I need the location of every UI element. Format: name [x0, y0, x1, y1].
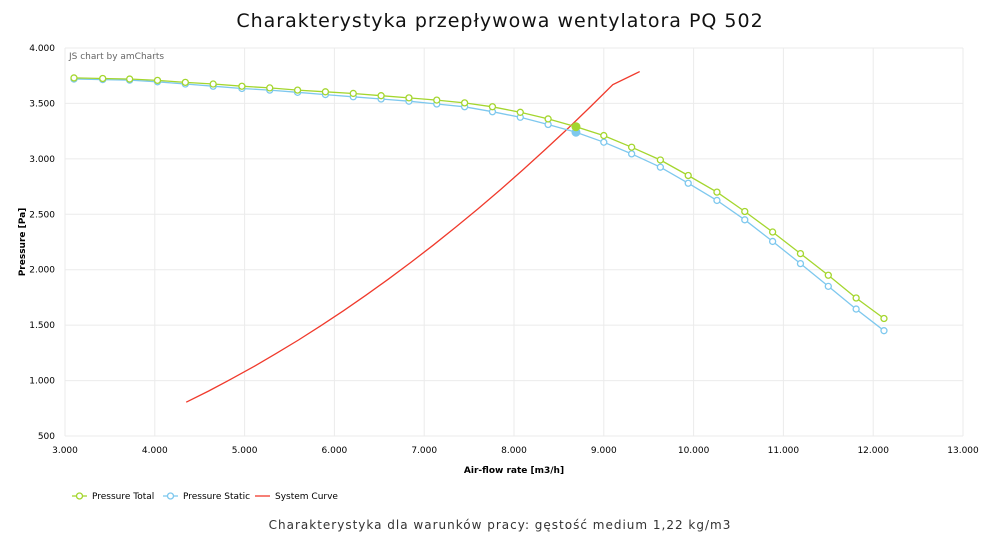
pressure-total-point: [824, 271, 832, 279]
x-tick-label: 9.000: [591, 446, 617, 456]
series-system-curve: [185, 71, 640, 403]
pressure-total-point: [852, 294, 860, 302]
pressure-total-point: [238, 82, 246, 90]
legend-item-pressure-total[interactable]: Pressure Total: [72, 492, 154, 502]
pressure-total-line: [73, 77, 885, 320]
x-tick-label: 8.000: [501, 446, 527, 456]
legend-swatch-marker: [166, 492, 175, 500]
y-tick-label: 500: [38, 432, 55, 442]
pressure-total-point: [153, 76, 162, 85]
y-tick-label: 3.500: [29, 99, 55, 109]
system-curve-line: [185, 71, 640, 403]
pressure-static-point: [656, 163, 665, 171]
pressure-total-point: [377, 92, 385, 100]
pressure-total-point: [516, 108, 524, 116]
pressure-total-point: [126, 75, 134, 83]
pressure-total-point: [293, 86, 302, 94]
chart-subtitle: Charakterystyka dla warunków pracy: gęst…: [268, 518, 732, 532]
series-pressure-static: [70, 75, 888, 335]
x-tick-label: 3.000: [52, 446, 78, 456]
pressure-total-point: [209, 80, 217, 88]
pressure-total-point: [544, 115, 552, 123]
pressure-static-point: [713, 196, 721, 205]
pressure-static-point: [600, 138, 608, 146]
pressure-total-point: [460, 99, 469, 107]
x-axis-ticks: 3.000 4.000 5.000 6.000 7.000 8.000 9.000 10.00…: [52, 446, 979, 456]
pressure-total-point: [70, 74, 78, 82]
pressure-static-point: [852, 305, 860, 313]
y-tick-label: 2.500: [29, 210, 55, 220]
pressure-static-point: [880, 327, 888, 335]
x-axis-title: Air-flow rate [m3/h]: [464, 466, 564, 476]
x-tick-label: 11.000: [768, 446, 800, 456]
y-tick-label: 2.000: [29, 266, 55, 276]
legend-item-system-curve[interactable]: System Curve: [255, 492, 338, 502]
pressure-total-point: [627, 143, 636, 151]
pressure-static-point: [627, 150, 636, 158]
x-tick-label: 10.000: [678, 446, 710, 456]
pressure-total-point: [656, 156, 665, 164]
x-tick-label: 13.000: [947, 446, 979, 456]
legend-swatch-marker: [75, 492, 84, 500]
y-axis-ticks: 500 1.000 1.500 2.000 2.500 3.000 3.500 4.000: [29, 44, 55, 442]
x-tick-label: 4.000: [142, 446, 168, 456]
pressure-total-point: [99, 74, 107, 83]
legend-label: System Curve: [275, 492, 338, 502]
grid: [64, 47, 964, 437]
pressure-total-point: [405, 94, 413, 102]
chart-credit[interactable]: JS chart by amCharts: [68, 52, 164, 62]
x-tick-label: 5.000: [232, 446, 258, 456]
pressure-total-point: [684, 171, 692, 180]
pressure-static-point: [824, 282, 832, 290]
chart-title: Charakterystyka przepływowa wentylatora …: [236, 10, 764, 32]
pressure-total-point: [880, 314, 888, 323]
pressure-total-point: [266, 84, 274, 92]
y-tick-label: 1.500: [29, 321, 55, 331]
legend-item-pressure-static[interactable]: Pressure Static: [163, 492, 250, 502]
pressure-total-point: [768, 228, 777, 236]
pressure-total-point: [600, 131, 608, 140]
pressure-static-point: [768, 237, 777, 246]
series-layer: [70, 71, 888, 403]
pressure-total-point: [181, 78, 189, 87]
pressure-total-operating-point: [571, 122, 581, 132]
x-tick-label: 6.000: [322, 446, 348, 456]
pressure-total-point: [488, 103, 497, 111]
y-tick-label: 4.000: [29, 44, 55, 54]
legend-label: Pressure Total: [92, 492, 154, 502]
legend: Pressure Total Pressure Static System Curv…: [72, 492, 338, 502]
pressure-static-point: [741, 216, 749, 224]
series-pressure-total: [70, 74, 888, 323]
pressure-total-point: [713, 188, 721, 196]
pressure-total-point: [321, 88, 330, 96]
pressure-total-point: [796, 249, 805, 258]
y-axis-title: Pressure [Pa]: [18, 208, 28, 277]
x-tick-label: 7.000: [411, 446, 437, 456]
y-tick-label: 3.000: [29, 155, 55, 165]
pressure-total-point: [741, 207, 749, 216]
x-tick-label: 12.000: [857, 446, 889, 456]
pressure-total-point: [349, 89, 357, 98]
pressure-static-point: [796, 259, 805, 268]
pressure-total-point: [433, 96, 441, 104]
y-tick-label: 1.000: [29, 377, 55, 387]
legend-label: Pressure Static: [183, 492, 250, 502]
pressure-static-point: [684, 179, 692, 187]
pressure-static-line: [73, 78, 885, 332]
